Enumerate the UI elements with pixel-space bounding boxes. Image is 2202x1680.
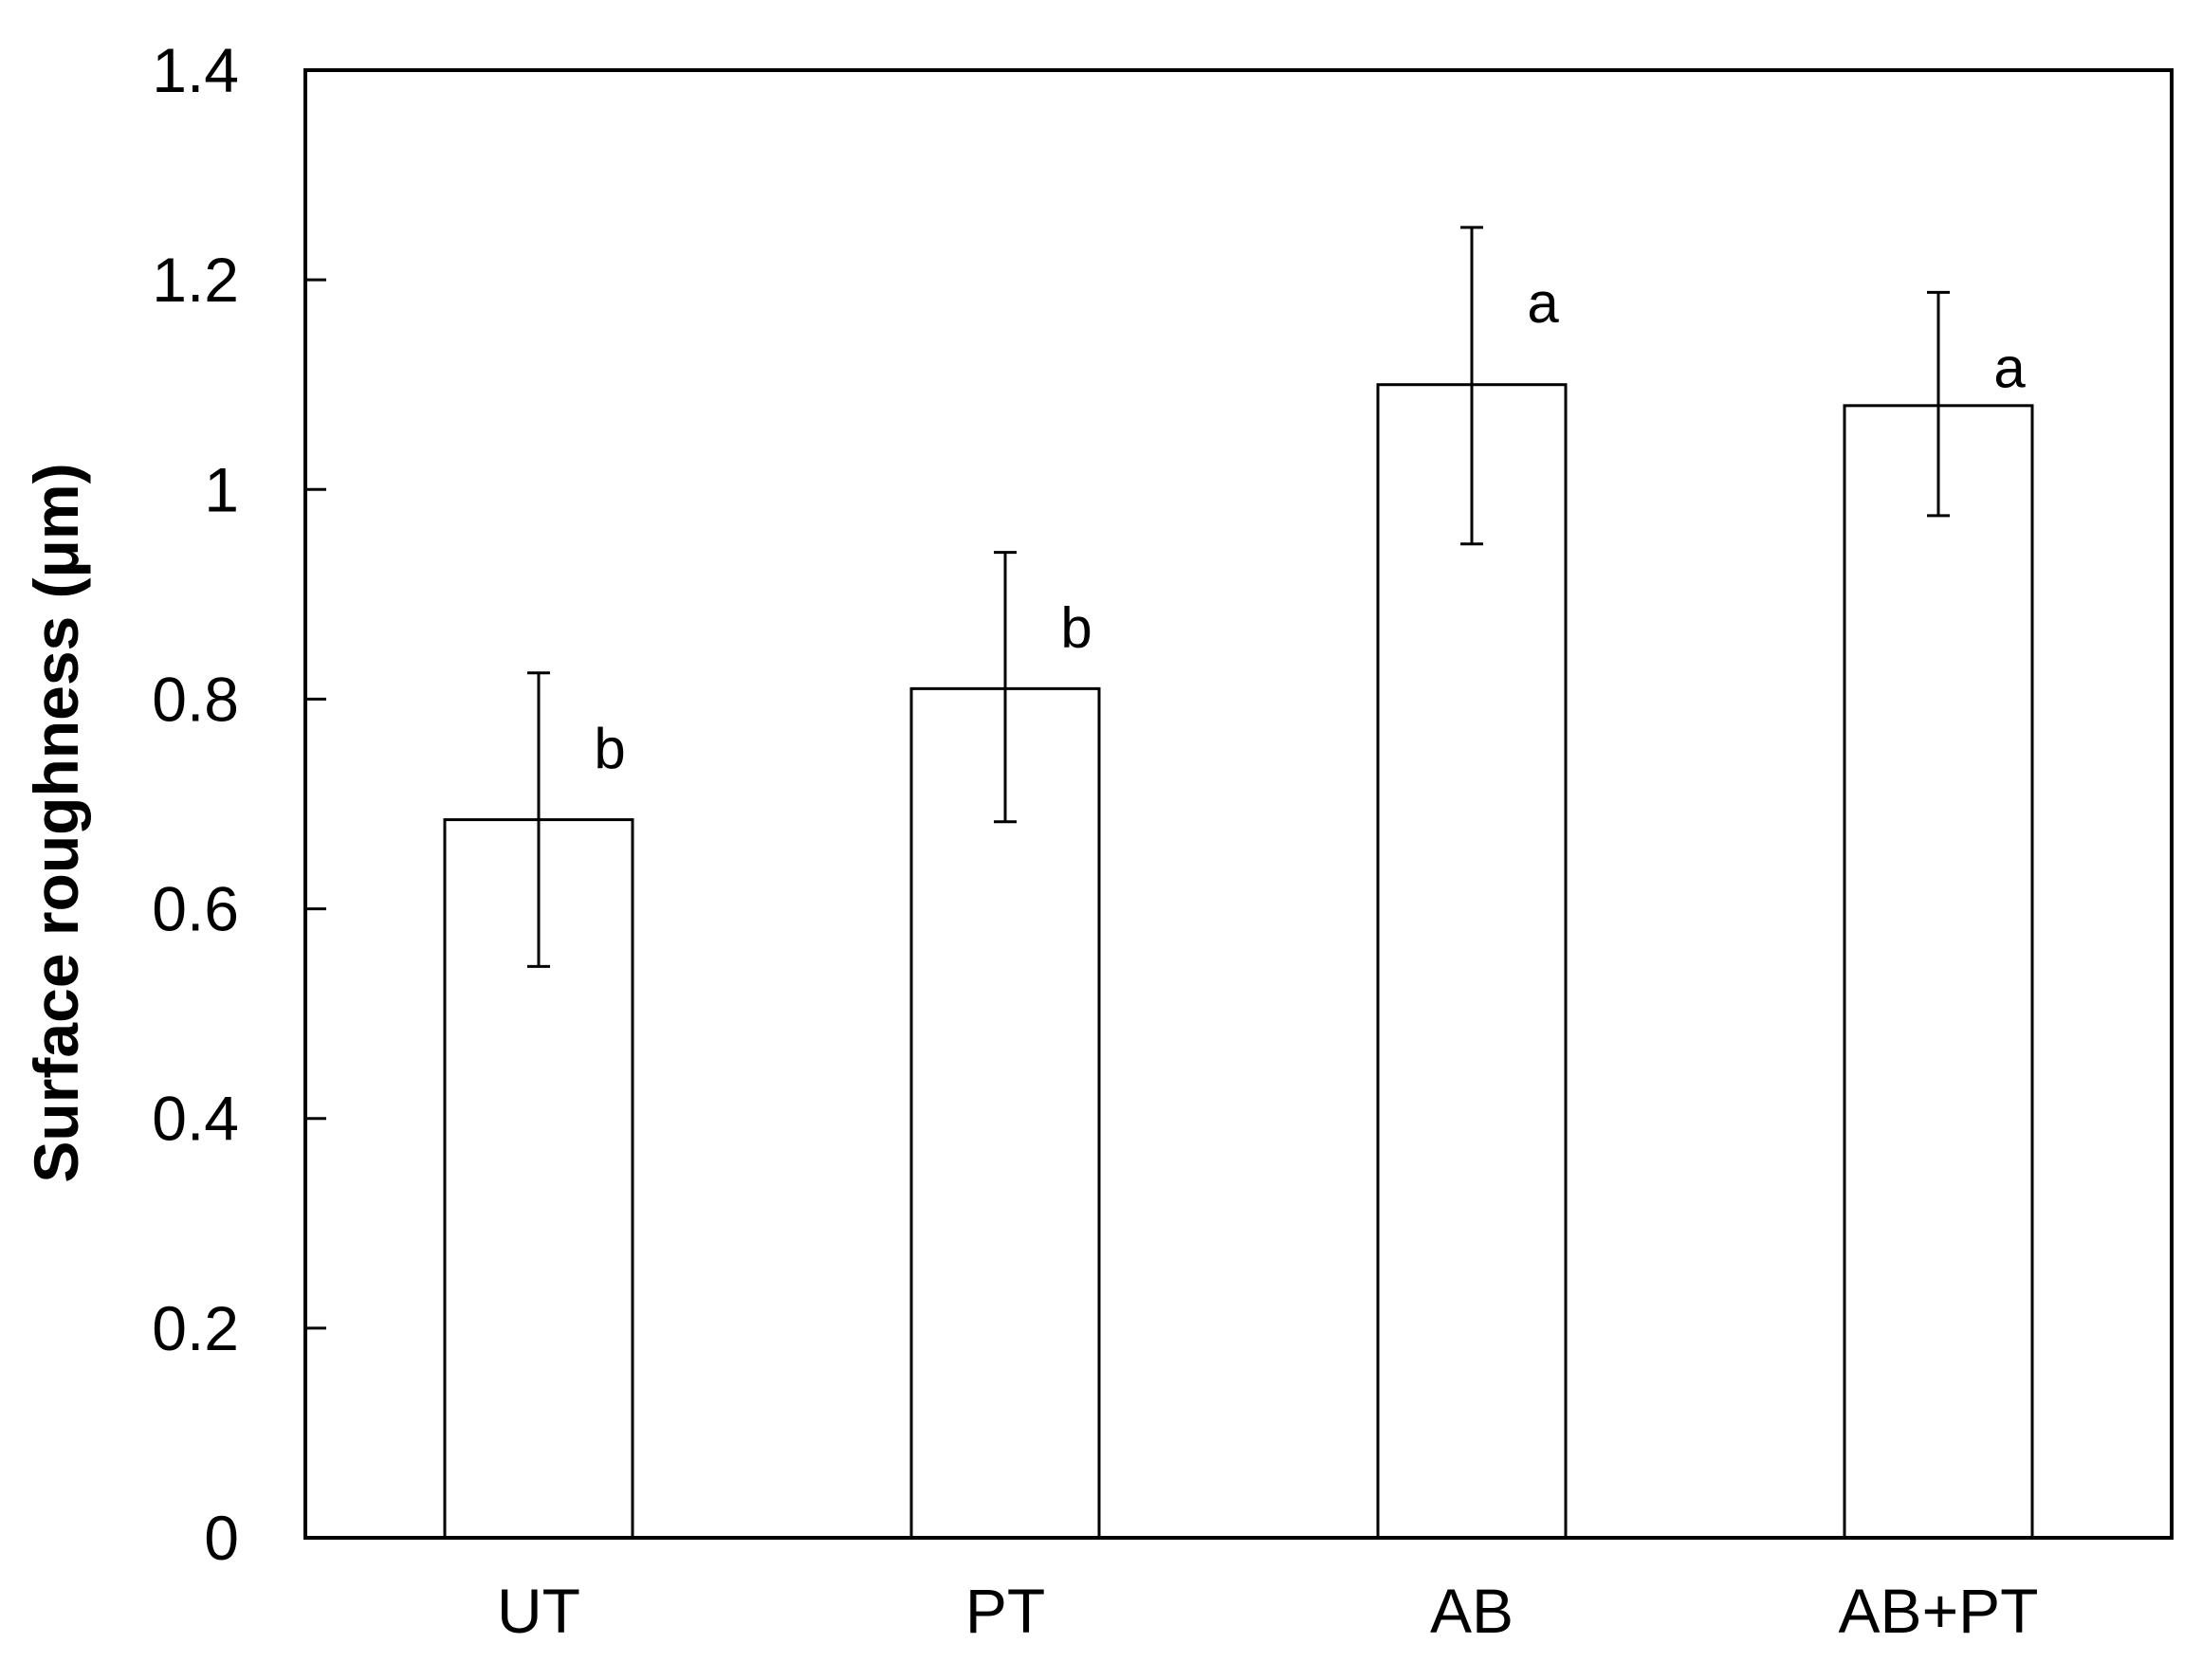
significance-letter: b: [1060, 596, 1092, 660]
y-tick-label: 0: [204, 1503, 239, 1573]
y-tick-label: 1.4: [152, 35, 239, 105]
bar-ab-pt: [1843, 404, 2034, 1540]
y-axis-title: Surface roughness (μm): [21, 463, 91, 1182]
x-category-label: UT: [497, 1576, 580, 1646]
x-category-label: AB+PT: [1839, 1576, 2039, 1646]
significance-letters: b b a a: [594, 271, 2026, 780]
x-category-label: PT: [965, 1576, 1045, 1646]
plot-frame: [303, 68, 2174, 1540]
y-tick-label: 0.2: [152, 1293, 239, 1363]
bar-ab: [1376, 383, 1568, 1540]
bars: [443, 383, 2034, 1540]
y-tick-label: 0.4: [152, 1084, 239, 1154]
significance-letter: a: [1993, 336, 2026, 399]
y-axis-ticks: 0 0.2 0.4 0.6 0.8 1 1.2 1.4: [152, 35, 326, 1573]
bar-pt: [909, 686, 1101, 1540]
y-tick-label: 1.2: [152, 245, 239, 315]
significance-letter: a: [1527, 271, 1559, 335]
x-category-label: AB: [1430, 1576, 1514, 1646]
y-tick-label: 0.6: [152, 874, 239, 944]
y-tick-label: 1: [204, 454, 239, 524]
y-tick-label: 0.8: [152, 664, 239, 734]
significance-letter: b: [594, 717, 625, 780]
x-axis-categories: UT PT AB AB+PT: [497, 1576, 2038, 1646]
error-bars: [527, 226, 1950, 968]
